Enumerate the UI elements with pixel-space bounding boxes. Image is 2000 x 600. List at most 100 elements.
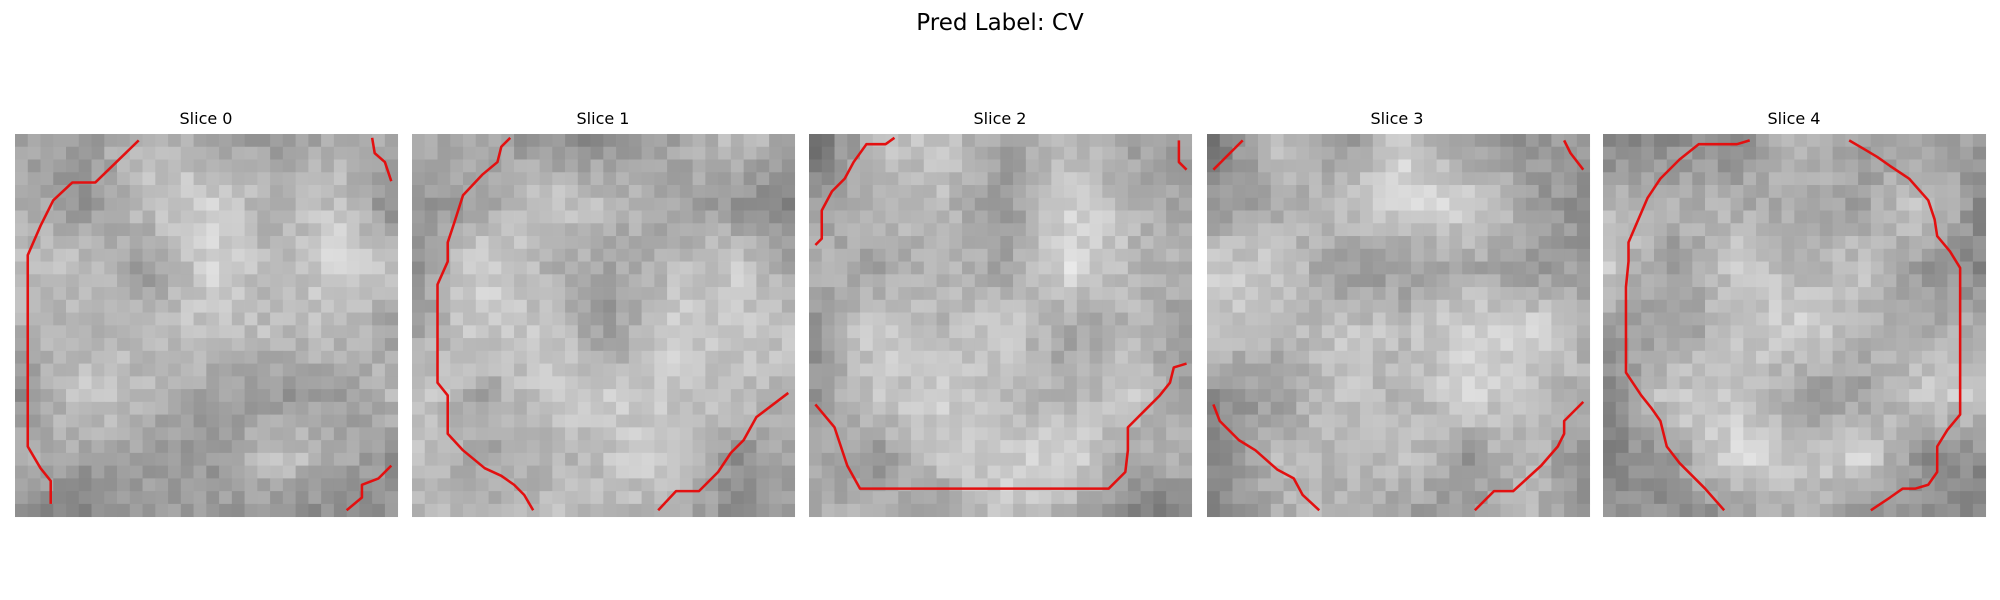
pixel: [1178, 503, 1193, 518]
pixel: [603, 363, 617, 377]
pixel: [577, 146, 591, 160]
pixel: [1153, 210, 1167, 224]
pixel: [781, 401, 796, 415]
pixel: [1296, 274, 1310, 288]
pixel: [1245, 236, 1259, 250]
pixel: [1756, 338, 1770, 352]
pixel: [1013, 503, 1027, 518]
pixel: [1730, 325, 1744, 339]
pixel: [1385, 261, 1399, 275]
pixel: [898, 325, 912, 339]
pixel: [1947, 452, 1961, 467]
pixel: [949, 376, 963, 390]
pixel: [1513, 236, 1527, 250]
pixel: [1000, 134, 1014, 148]
pixel: [27, 414, 41, 428]
pixel: [718, 197, 732, 211]
pixel: [1436, 452, 1450, 467]
pixel: [1334, 134, 1348, 148]
pixel: [1692, 223, 1706, 237]
pixel: [730, 134, 745, 148]
pixel: [1347, 401, 1361, 415]
pixel: [359, 325, 373, 339]
pixel: [514, 401, 528, 415]
pixel: [1858, 414, 1872, 428]
pixel: [1127, 274, 1142, 288]
pixel: [705, 312, 719, 326]
pixel: [180, 236, 194, 250]
pixel: [565, 363, 579, 377]
pixel: [1245, 248, 1259, 262]
pixel: [1398, 172, 1412, 186]
pixel: [987, 452, 1001, 467]
pixel: [1296, 325, 1310, 339]
pixel: [539, 236, 553, 250]
pixel: [872, 261, 886, 275]
pixel: [1576, 248, 1591, 262]
pixel: [565, 452, 579, 467]
pixel: [359, 210, 373, 224]
pixel: [1296, 414, 1310, 428]
pixel: [1641, 185, 1655, 199]
image: [1207, 134, 1591, 518]
pixel: [692, 134, 706, 148]
pixel: [1551, 414, 1565, 428]
pixel: [911, 261, 925, 275]
pixel: [142, 236, 156, 250]
pixel: [539, 465, 553, 479]
pixel: [1934, 427, 1948, 441]
pixel: [1832, 159, 1846, 173]
pixel: [962, 172, 976, 186]
pixel: [450, 478, 464, 492]
pixel: [577, 465, 591, 479]
pixel: [679, 210, 693, 224]
pixel: [1178, 248, 1193, 262]
pixel: [667, 134, 681, 148]
pixel: [1717, 376, 1731, 390]
pixel: [1347, 491, 1361, 505]
pixel: [654, 134, 668, 148]
pixel: [1309, 185, 1323, 199]
pixel: [1449, 210, 1463, 224]
pixel: [346, 478, 360, 492]
pixel: [1245, 452, 1259, 467]
pixel: [1436, 312, 1450, 326]
pixel: [1576, 185, 1591, 199]
pixel: [1564, 134, 1578, 148]
pixel: [679, 236, 693, 250]
pixel: [321, 427, 335, 441]
pixel: [1219, 440, 1233, 454]
pixel: [1960, 210, 1974, 224]
pixel: [1743, 363, 1757, 377]
pixel: [1064, 248, 1078, 262]
pixel: [1679, 503, 1693, 518]
pixel: [743, 363, 757, 377]
pixel: [1641, 287, 1655, 301]
pixel: [1309, 389, 1323, 403]
pixel: [1730, 312, 1744, 326]
pixel: [1756, 427, 1770, 441]
pixel: [1666, 248, 1680, 262]
pixel: [526, 223, 540, 237]
pixel: [78, 134, 92, 148]
pixel: [1013, 146, 1027, 160]
pixel: [1807, 376, 1821, 390]
pixel: [834, 172, 848, 186]
pixel: [1436, 261, 1450, 275]
pixel: [129, 338, 143, 352]
pixel: [1076, 274, 1090, 288]
pixel: [104, 223, 118, 237]
pixel: [1372, 503, 1386, 518]
pixel: [872, 248, 886, 262]
pixel: [1115, 236, 1129, 250]
pixel: [1628, 185, 1642, 199]
pixel: [488, 172, 502, 186]
pixel: [1347, 223, 1361, 237]
pixel: [193, 172, 207, 186]
pixel: [129, 376, 143, 390]
pixel: [1819, 427, 1833, 441]
pixel: [616, 465, 630, 479]
pixel: [231, 172, 245, 186]
pixel: [1972, 440, 1987, 454]
pixel: [1500, 338, 1514, 352]
